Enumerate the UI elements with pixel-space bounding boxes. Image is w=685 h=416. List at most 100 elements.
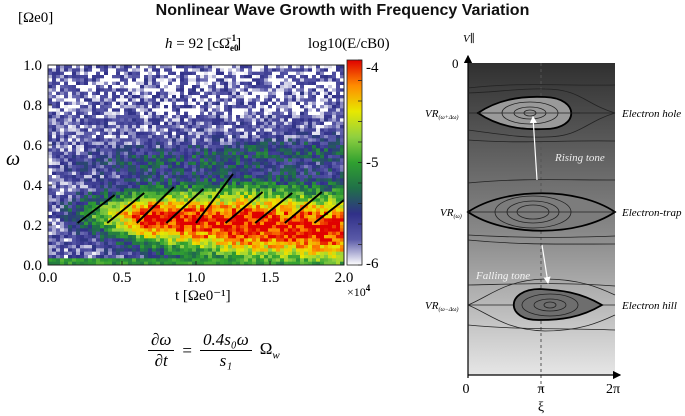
heatmap-cell [120, 168, 125, 172]
heatmap-cell [52, 81, 57, 86]
heatmap-cell [176, 98, 181, 102]
heatmap-cell [52, 195, 57, 199]
heatmap-cell [132, 171, 137, 176]
heatmap-cell [124, 105, 129, 109]
heatmap-cell [208, 185, 213, 189]
heatmap-cell [228, 78, 233, 82]
heatmap-cell [292, 241, 297, 246]
heatmap-cell [84, 258, 89, 262]
heatmap-cell [208, 121, 213, 126]
heatmap-cell [144, 115, 149, 119]
heatmap-cell [268, 231, 273, 236]
heatmap-cell [180, 105, 185, 109]
heatmap-cell [324, 151, 329, 156]
heatmap-cell [300, 91, 305, 96]
heatmap-cell [240, 258, 245, 262]
heatmap-cell [120, 98, 125, 102]
heatmap-cell [180, 165, 185, 169]
heatmap-cell [200, 185, 205, 189]
heatmap-cell [264, 198, 269, 202]
heatmap-cell [132, 115, 137, 119]
heatmap-cell [304, 211, 309, 216]
heatmap-cell [144, 188, 149, 192]
heatmap-cell [116, 135, 121, 139]
heatmap-cell [48, 255, 53, 259]
heatmap-cell [300, 145, 305, 149]
heatmap-cell [300, 108, 305, 112]
heatmap-cell [312, 151, 317, 156]
heatmap-cell [140, 78, 145, 82]
heatmap-cell [336, 248, 341, 252]
heatmap-cell [152, 238, 157, 242]
heatmap-cell [324, 121, 329, 126]
heatmap-cell [268, 111, 273, 116]
heatmap-cell [240, 121, 245, 126]
heatmap-cell [308, 168, 313, 172]
heatmap-cell [296, 245, 301, 249]
heatmap-cell [200, 101, 205, 106]
heatmap-cell [264, 165, 269, 169]
heatmap-cell [192, 71, 197, 76]
heatmap-cell [160, 148, 165, 152]
heatmap-cell [144, 208, 149, 212]
heatmap-cell [320, 245, 325, 249]
heatmap-cell [136, 218, 141, 222]
heatmap-cell [188, 125, 193, 129]
heatmap-cell [256, 255, 261, 259]
heatmap-cell [256, 108, 261, 112]
heatmap-cell [232, 121, 237, 126]
heatmap-cell [56, 178, 61, 182]
heatmap-cell [116, 201, 121, 206]
heatmap-cell [140, 98, 145, 102]
heatmap-cell [176, 71, 181, 76]
heatmap-cell [176, 155, 181, 159]
heatmap-cell [148, 78, 153, 82]
heatmap-cell [172, 78, 177, 82]
heatmap-cell [264, 258, 269, 262]
heatmap-cell [152, 181, 157, 186]
heatmap-cell [200, 238, 205, 242]
heatmap-cell [280, 218, 285, 222]
heatmap-cell [56, 111, 61, 116]
heatmap-cell [80, 175, 85, 179]
heatmap-cell [100, 228, 105, 232]
heatmap-cell [232, 188, 237, 192]
heatmap-cell [100, 155, 105, 159]
heatmap-cell [196, 91, 201, 96]
heatmap-cell [132, 75, 137, 79]
heatmap-cell [48, 248, 53, 252]
heatmap-cell [268, 118, 273, 122]
heatmap-cell [324, 228, 329, 232]
heatmap-cell [232, 175, 237, 179]
heatmap-cell [192, 131, 197, 136]
heatmap-cell [216, 168, 221, 172]
heatmap-cell [288, 208, 293, 212]
heatmap-cell [176, 91, 181, 96]
heatmap-cell [172, 75, 177, 79]
heatmap-cell [332, 75, 337, 79]
heatmap-cell [308, 131, 313, 136]
heatmap-cell [64, 261, 69, 266]
heatmap-cell [260, 75, 265, 79]
heatmap-cell [52, 135, 57, 139]
heatmap-cell [108, 115, 113, 119]
heatmap-cell [156, 248, 161, 252]
heatmap-cell [140, 128, 145, 132]
heatmap-cell [304, 68, 309, 72]
heatmap-cell [320, 65, 325, 69]
heatmap-cell [144, 165, 149, 169]
heatmap-cell [168, 95, 173, 99]
heatmap-cell [84, 191, 89, 196]
heatmap-cell [240, 175, 245, 179]
heatmap-cell [104, 178, 109, 182]
heatmap-cell [128, 155, 133, 159]
heatmap-cell [312, 101, 317, 106]
heatmap-cell [308, 141, 313, 146]
heatmap-cell [212, 81, 217, 86]
heatmap-cell [104, 161, 109, 166]
heatmap-cell [160, 208, 165, 212]
heatmap-cell [80, 98, 85, 102]
heatmap-cell [144, 158, 149, 162]
sweep-line [165, 188, 205, 224]
heatmap-cell [176, 181, 181, 186]
